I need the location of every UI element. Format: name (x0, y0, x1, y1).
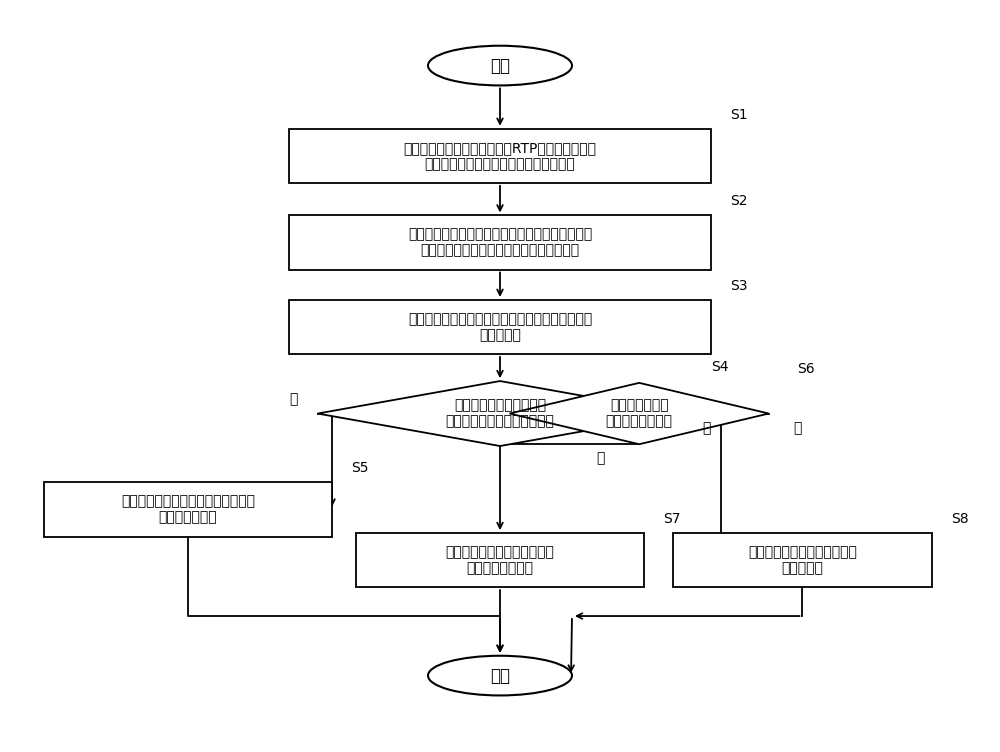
Text: 否: 否 (793, 421, 802, 435)
Text: S5: S5 (351, 461, 369, 475)
Text: 开始: 开始 (490, 56, 510, 74)
Text: 将多播组成员数量除以多播范围的面积，得到多播
组成员密度: 将多播组成员数量除以多播范围的面积，得到多播 组成员密度 (408, 312, 592, 342)
Text: S1: S1 (730, 108, 748, 122)
Text: S2: S2 (730, 194, 748, 208)
Text: S4: S4 (711, 360, 729, 374)
FancyBboxPatch shape (289, 300, 711, 354)
FancyBboxPatch shape (289, 215, 711, 269)
Text: 在多播通道内通过洪泛与剪除
方法进行数据传输: 在多播通道内通过洪泛与剪除 方法进行数据传输 (446, 545, 554, 575)
Text: 是: 是 (289, 392, 298, 406)
FancyBboxPatch shape (289, 129, 711, 183)
Text: 在服务器端的多播模式下运行RTP协议，并将流媒
体数据发送到由组播地址标识的多播通道: 在服务器端的多播模式下运行RTP协议，并将流媒 体数据发送到由组播地址标识的多播… (404, 141, 596, 171)
Text: 是: 是 (597, 452, 605, 465)
FancyBboxPatch shape (356, 533, 644, 587)
Text: 多播组成员密度
大于成员密度鄀値: 多播组成员密度 大于成员密度鄀値 (606, 399, 673, 429)
Text: S3: S3 (730, 279, 748, 293)
Text: 结束: 结束 (490, 666, 510, 684)
Polygon shape (318, 381, 682, 446)
FancyBboxPatch shape (44, 483, 332, 537)
Text: 在多播通道内通过基于核心的发现方
法进行数据传输: 在多播通道内通过基于核心的发现方 法进行数据传输 (121, 495, 255, 525)
Ellipse shape (428, 656, 572, 696)
Ellipse shape (428, 46, 572, 86)
FancyBboxPatch shape (673, 533, 932, 587)
Polygon shape (510, 383, 769, 444)
Text: S8: S8 (951, 512, 969, 526)
Text: 在多播通道内通过隘道方法进
行数据传输: 在多播通道内通过隘道方法进 行数据传输 (748, 545, 857, 575)
Text: 在时间阀値内多播组成员
密度的变化率大于变化率阀値: 在时间阀値内多播组成员 密度的变化率大于变化率阀値 (446, 399, 554, 429)
Text: S7: S7 (663, 512, 681, 526)
Text: S6: S6 (798, 362, 815, 376)
Text: 否: 否 (702, 421, 711, 435)
Text: 将多播范围内每个发出多播请求业务的用户作为一
个多播组成员，统计得到多播组成员的数量: 将多播范围内每个发出多播请求业务的用户作为一 个多播组成员，统计得到多播组成员的… (408, 227, 592, 257)
